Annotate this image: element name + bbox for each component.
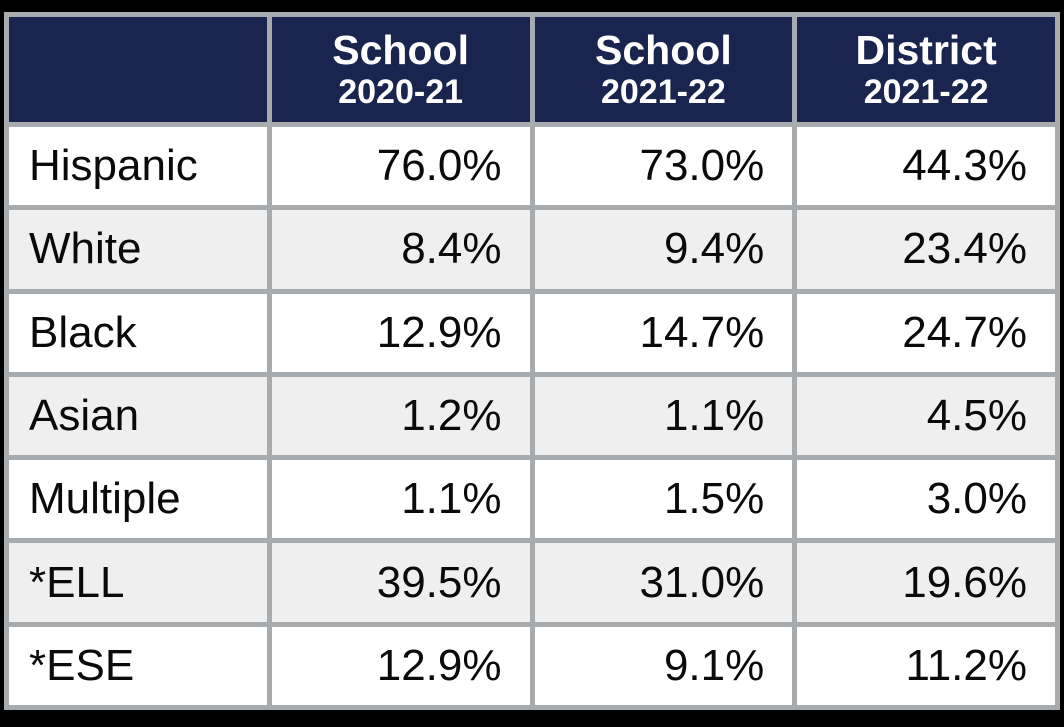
table-row-black: Black 12.9% 14.7% 24.7% xyxy=(4,288,1060,377)
table-row-ese: *ESE 12.9% 9.1% 11.2% xyxy=(4,621,1060,711)
column-header-title: School xyxy=(595,27,732,74)
table-row-multiple: Multiple 1.1% 1.5% 3.0% xyxy=(4,455,1060,544)
table-row-ell: *ELL 39.5% 31.0% 19.6% xyxy=(4,538,1060,627)
cell-value: 19.6% xyxy=(792,538,1060,627)
cell-value: 24.7% xyxy=(792,288,1060,377)
table-row-hispanic: Hispanic 76.0% 73.0% 44.3% xyxy=(4,121,1060,211)
column-header-year: 2020-21 xyxy=(338,73,464,112)
column-header-year: 2021-22 xyxy=(863,73,989,112)
cell-value: 1.1% xyxy=(266,455,535,544)
cell-value: 11.2% xyxy=(792,621,1060,711)
table-row-white: White 8.4% 9.4% 23.4% xyxy=(4,205,1060,294)
cell-value: 3.0% xyxy=(792,455,1060,544)
cell-value: 1.5% xyxy=(529,455,798,544)
cell-value: 31.0% xyxy=(529,538,798,627)
row-label: *ESE xyxy=(4,621,272,711)
cell-value: 4.5% xyxy=(792,371,1060,461)
cell-value: 1.2% xyxy=(266,371,535,461)
row-label: Black xyxy=(4,288,272,377)
column-header-school-2021-22: School 2021-22 xyxy=(529,12,798,127)
table-row-asian: Asian 1.2% 1.1% 4.5% xyxy=(4,371,1060,461)
header-row: School 2020-21 School 2021-22 District 2… xyxy=(4,12,1060,127)
row-label: Multiple xyxy=(4,455,272,544)
row-label: White xyxy=(4,205,272,294)
cell-value: 44.3% xyxy=(792,121,1060,211)
cell-value: 12.9% xyxy=(266,288,535,377)
cell-value: 12.9% xyxy=(266,621,535,711)
column-header-title: District xyxy=(855,27,997,74)
cell-value: 9.4% xyxy=(529,205,798,294)
column-header-school-2020-21: School 2020-21 xyxy=(266,12,535,127)
corner-cell xyxy=(4,12,272,127)
row-label: *ELL xyxy=(4,538,272,627)
column-header-title: School xyxy=(332,27,469,74)
demographics-table: School 2020-21 School 2021-22 District 2… xyxy=(4,12,1060,711)
row-label: Hispanic xyxy=(4,121,272,211)
cell-value: 1.1% xyxy=(529,371,798,461)
column-header-year: 2021-22 xyxy=(600,73,726,112)
row-label: Asian xyxy=(4,371,272,461)
cell-value: 9.1% xyxy=(529,621,798,711)
table-body: Hispanic 76.0% 73.0% 44.3% White 8.4% 9.… xyxy=(4,121,1060,711)
cell-value: 8.4% xyxy=(266,205,535,294)
cell-value: 14.7% xyxy=(529,288,798,377)
cell-value: 23.4% xyxy=(792,205,1060,294)
column-header-district-2021-22: District 2021-22 xyxy=(792,12,1060,127)
table-header: School 2020-21 School 2021-22 District 2… xyxy=(4,12,1060,127)
cell-value: 39.5% xyxy=(266,538,535,627)
cell-value: 73.0% xyxy=(529,121,798,211)
cell-value: 76.0% xyxy=(266,121,535,211)
